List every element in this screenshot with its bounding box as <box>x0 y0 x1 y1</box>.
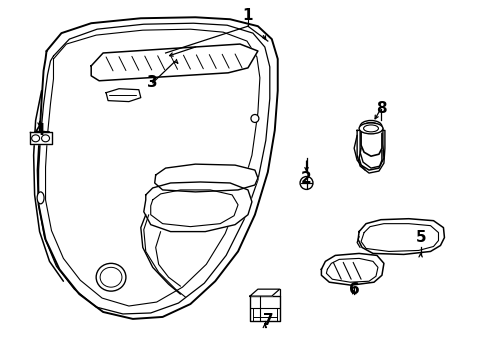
Text: 1: 1 <box>242 8 253 23</box>
Text: 8: 8 <box>375 101 386 116</box>
Ellipse shape <box>358 123 382 134</box>
Polygon shape <box>249 296 279 321</box>
Ellipse shape <box>362 122 378 130</box>
Ellipse shape <box>32 135 40 142</box>
Text: 2: 2 <box>301 171 311 185</box>
Polygon shape <box>143 182 251 231</box>
Ellipse shape <box>41 135 49 142</box>
Ellipse shape <box>37 192 44 204</box>
Text: 5: 5 <box>414 230 425 245</box>
Text: 6: 6 <box>348 282 359 297</box>
Polygon shape <box>91 44 257 81</box>
Ellipse shape <box>250 114 258 122</box>
Ellipse shape <box>300 176 312 189</box>
Polygon shape <box>357 219 444 255</box>
Polygon shape <box>356 130 384 173</box>
Text: 3: 3 <box>147 75 158 90</box>
Ellipse shape <box>359 121 381 132</box>
Polygon shape <box>106 89 141 102</box>
Ellipse shape <box>363 125 378 132</box>
Polygon shape <box>154 164 257 192</box>
Polygon shape <box>321 253 383 285</box>
Ellipse shape <box>100 267 122 287</box>
Ellipse shape <box>96 264 126 291</box>
Polygon shape <box>249 289 279 296</box>
Text: 7: 7 <box>262 314 273 328</box>
Text: 4: 4 <box>34 123 45 138</box>
Polygon shape <box>30 132 51 144</box>
